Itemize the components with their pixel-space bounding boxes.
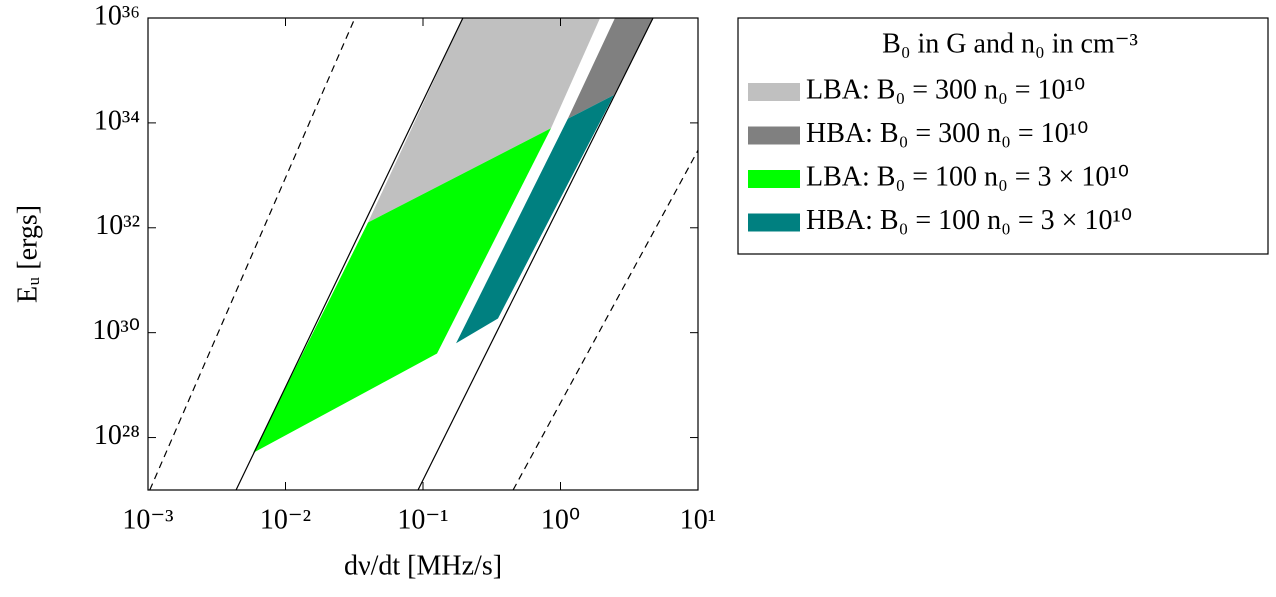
y-tick-label: 10³⁶ bbox=[94, 0, 140, 31]
line bbox=[235, 18, 464, 490]
x-tick-label: 10⁰ bbox=[541, 504, 580, 535]
legend-swatch bbox=[748, 126, 800, 145]
y-axis-label: Eᵤ [ergs] bbox=[12, 205, 43, 303]
line bbox=[149, 18, 356, 490]
legend-label: HBA: B₀ = 300 n₀ = 10¹⁰ bbox=[806, 118, 1088, 149]
area bbox=[253, 128, 552, 453]
y-tick-label: 10²⁸ bbox=[94, 420, 140, 451]
x-axis-label: dν/dt [MHz/s] bbox=[344, 550, 502, 581]
legend-label: LBA: B₀ = 100 n₀ = 3 × 10¹⁰ bbox=[806, 161, 1129, 192]
area bbox=[367, 18, 601, 223]
legend-box bbox=[737, 17, 1269, 255]
legend-swatch bbox=[748, 170, 800, 188]
y-tick-label: 10³⁰ bbox=[92, 315, 140, 346]
x-tick-label: 10⁻¹ bbox=[397, 504, 448, 535]
x-tick-label: 10⁻³ bbox=[122, 504, 173, 535]
legend-swatch bbox=[748, 213, 800, 232]
x-tick-label: 10⁻² bbox=[260, 504, 311, 535]
legend-label: HBA: B₀ = 100 n₀ = 3 × 10¹⁰ bbox=[806, 205, 1132, 236]
y-tick-label: 10³² bbox=[95, 210, 140, 241]
legend-label: LBA: B₀ = 300 n₀ = 10¹⁰ bbox=[806, 74, 1085, 105]
area bbox=[567, 18, 654, 119]
area bbox=[456, 95, 615, 344]
legend-swatch bbox=[748, 83, 800, 101]
y-tick-label: 10³⁴ bbox=[94, 105, 140, 136]
line bbox=[512, 150, 698, 490]
x-tick-label: 10¹ bbox=[680, 504, 716, 535]
line bbox=[417, 18, 654, 490]
legend-title: B₀ in G and n₀ in cm⁻³ bbox=[882, 28, 1138, 59]
plot-area bbox=[149, 18, 698, 490]
